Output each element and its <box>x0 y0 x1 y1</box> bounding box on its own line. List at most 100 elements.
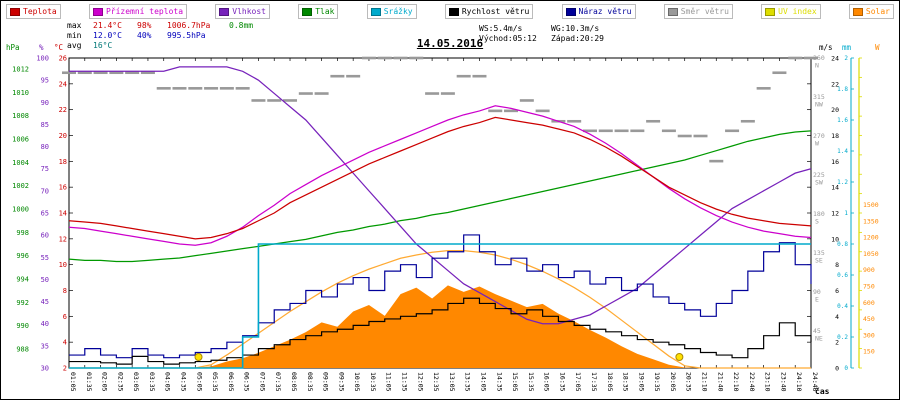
svg-text:225: 225 <box>813 171 825 179</box>
series-rain <box>69 243 811 369</box>
stat-max-temperature: 21.4°C <box>93 21 122 30</box>
hpa-axis-header: hPa <box>6 43 20 52</box>
svg-text:10: 10 <box>59 261 67 269</box>
svg-text:06:35: 06:35 <box>243 372 251 392</box>
svg-text:22:40: 22:40 <box>748 372 756 392</box>
svg-text:09:35: 09:35 <box>337 372 345 392</box>
svg-text:S: S <box>815 218 819 226</box>
series-pressure <box>68 130 812 263</box>
wind-speed-swatch-icon <box>448 7 459 16</box>
svg-text:05:35: 05:35 <box>211 372 219 392</box>
svg-text:15:35: 15:35 <box>527 372 535 392</box>
svg-text:900: 900 <box>863 266 875 274</box>
stat-wind-speed: WS:5.4m/s <box>479 24 523 33</box>
svg-text:70: 70 <box>41 187 49 195</box>
legend-label-uv-index: UV index <box>778 7 817 16</box>
stat-wind-gust: WG:10.3m/s <box>551 24 600 33</box>
svg-text:24:10: 24:10 <box>795 372 803 392</box>
stat-max-pressure: 1006.7hPa <box>167 21 211 30</box>
svg-text:02:05: 02:05 <box>101 372 109 392</box>
temp-axis-header: °C <box>54 43 63 52</box>
svg-text:1.8: 1.8 <box>837 86 848 93</box>
svg-text:85: 85 <box>41 121 49 129</box>
x-axis-labels: 01:05 01:35 02:05 02:35 03:05 03:35 04:05 04:35… <box>69 372 819 392</box>
svg-text:21:40: 21:40 <box>716 372 724 392</box>
svg-text:03:35: 03:35 <box>148 372 156 392</box>
svg-text:992: 992 <box>16 299 29 307</box>
svg-text:08:35: 08:35 <box>306 372 314 392</box>
series-ground-temperature <box>68 105 812 246</box>
svg-text:26: 26 <box>59 55 67 63</box>
humidity-swatch-icon <box>219 7 230 16</box>
svg-text:17:35: 17:35 <box>590 372 598 392</box>
svg-text:02:35: 02:35 <box>116 372 124 392</box>
svg-text:12: 12 <box>831 210 839 218</box>
svg-text:20:05: 20:05 <box>669 372 677 392</box>
sunrise-marker <box>194 353 203 361</box>
svg-text:1500: 1500 <box>863 201 879 209</box>
stats-avg-row: avg 16°C <box>67 41 267 51</box>
svg-text:NE: NE <box>815 335 823 343</box>
pressure-swatch-icon <box>302 7 313 16</box>
svg-text:300: 300 <box>863 331 875 339</box>
svg-text:23:40: 23:40 <box>779 372 787 392</box>
svg-text:150: 150 <box>863 348 875 356</box>
legend-item-rain[interactable]: Srážky <box>366 4 417 19</box>
svg-text:1200: 1200 <box>863 234 879 242</box>
svg-text:22:10: 22:10 <box>732 372 740 392</box>
svg-text:16:05: 16:05 <box>543 372 551 392</box>
svg-text:100: 100 <box>36 55 49 63</box>
svg-text:75: 75 <box>41 165 49 173</box>
svg-text:360: 360 <box>813 54 825 62</box>
svg-text:16: 16 <box>59 184 67 192</box>
svg-text:E: E <box>815 296 819 304</box>
svg-text:450: 450 <box>863 315 875 323</box>
svg-text:23:10: 23:10 <box>764 372 772 392</box>
svg-text:988: 988 <box>16 346 29 354</box>
legend-label-temperature: Teplota <box>23 7 57 16</box>
svg-text:16: 16 <box>831 158 839 166</box>
svg-text:24:40: 24:40 <box>811 372 819 392</box>
svg-text:2: 2 <box>835 339 839 347</box>
stat-min-humidity: 40% <box>137 31 152 40</box>
series-wind-gust <box>69 234 812 359</box>
svg-text:1: 1 <box>844 210 848 217</box>
legend-item-pressure[interactable]: Tlak <box>298 4 339 19</box>
svg-text:09:05: 09:05 <box>322 372 330 392</box>
svg-text:0.2: 0.2 <box>837 334 848 341</box>
legend-item-wind-direction[interactable]: Směr větru <box>663 4 733 19</box>
stat-avg-label: avg <box>67 41 82 50</box>
svg-text:1350: 1350 <box>863 217 879 225</box>
svg-text:07:05: 07:05 <box>258 372 266 392</box>
svg-text:NW: NW <box>815 101 823 109</box>
legend-item-wind-gust[interactable]: Náraz větru <box>561 4 636 19</box>
stat-max-rain: 0.8mm <box>229 21 254 30</box>
series-humidity <box>69 66 812 325</box>
svg-text:55: 55 <box>41 254 49 262</box>
svg-text:2: 2 <box>844 55 848 62</box>
stats-max-row: max 21.4°C 98% 1006.7hPa 0.8mm <box>67 21 267 31</box>
svg-text:0: 0 <box>835 365 839 373</box>
legend-item-wind-speed[interactable]: Rychlost větru <box>444 4 534 19</box>
svg-text:14:35: 14:35 <box>495 372 503 392</box>
legend-item-temperature[interactable]: Teplota <box>6 4 61 19</box>
svg-text:95: 95 <box>41 77 49 85</box>
legend-label-solar: Solar <box>865 7 890 16</box>
svg-text:22: 22 <box>831 80 839 88</box>
svg-text:14: 14 <box>831 184 839 192</box>
stat-max-label: max <box>67 21 82 30</box>
legend-item-ground-temperature[interactable]: Přízemní teplota <box>88 4 188 19</box>
legend-item-uv-index[interactable]: UV index <box>761 4 821 19</box>
wind-direction-swatch-icon <box>667 7 678 16</box>
svg-text:01:35: 01:35 <box>85 372 93 392</box>
stat-min-temperature: 12.0°C <box>93 31 122 40</box>
legend-item-solar[interactable]: Solar <box>848 4 894 19</box>
svg-text:8: 8 <box>63 287 67 295</box>
svg-text:1.6: 1.6 <box>837 117 848 124</box>
svg-text:10: 10 <box>831 235 839 243</box>
svg-text:03:05: 03:05 <box>132 372 140 392</box>
legend-item-humidity[interactable]: Vlhkost <box>215 4 270 19</box>
svg-text:04:05: 04:05 <box>164 372 172 392</box>
svg-text:45: 45 <box>41 298 49 306</box>
